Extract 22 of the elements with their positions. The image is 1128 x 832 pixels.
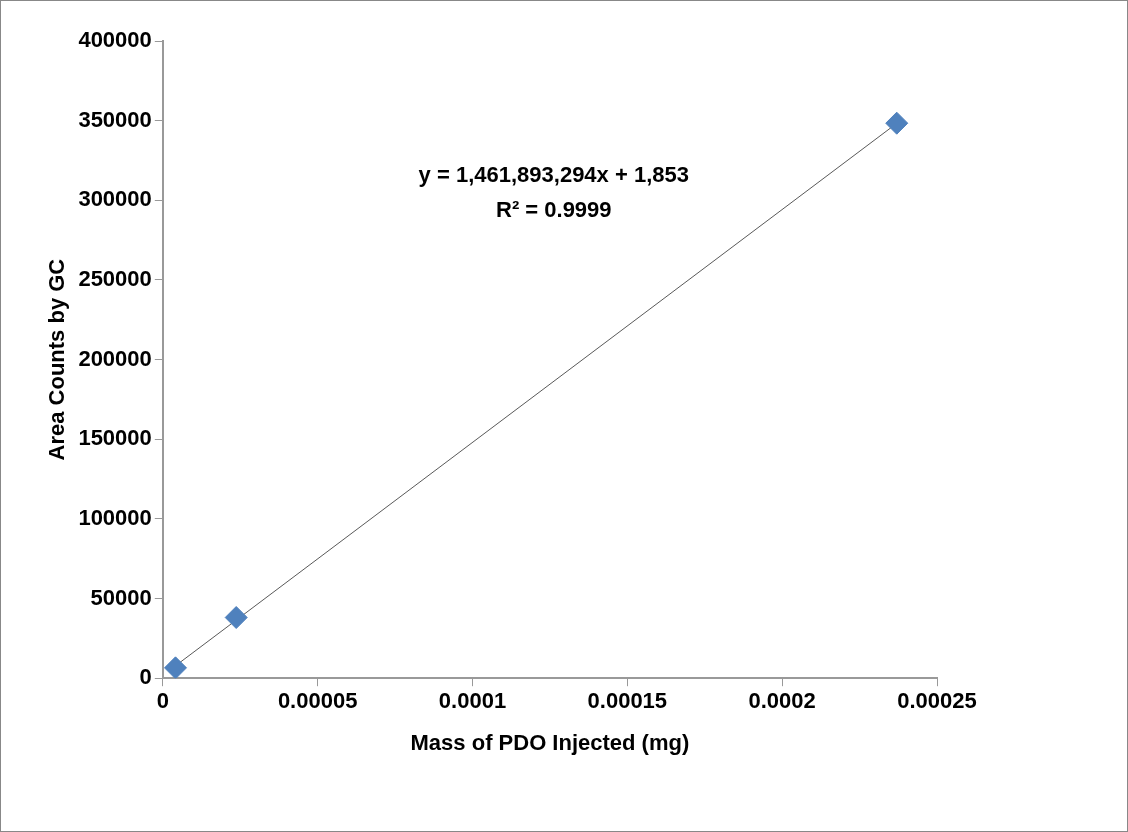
y-tick-label: 250000: [78, 266, 152, 292]
y-tick-label: 100000: [78, 504, 152, 530]
x-tick-label: 0.0001: [438, 688, 507, 714]
y-tick-label: 150000: [78, 425, 152, 451]
point: [164, 656, 188, 679]
y-tick-label: 350000: [78, 106, 152, 132]
x-tick-label: 0.00015: [587, 688, 668, 714]
y-tick-label: 300000: [78, 186, 152, 212]
annotation: y = 1,461,893,294x + 1,853: [418, 162, 689, 188]
x-tick-label: 0.00025: [897, 688, 977, 714]
point: [224, 606, 248, 630]
y-tick-label: 200000: [78, 345, 152, 371]
x-tick-label: 0: [156, 688, 169, 714]
y-tick-label: 400000: [78, 27, 152, 53]
y-axis-title: Area Counts by GC: [44, 258, 70, 461]
x-tick-label: 0.0002: [748, 688, 816, 714]
x-tick-label: 0.00005: [277, 688, 358, 714]
y-tick-label: 0: [139, 664, 152, 690]
y-tick-label: 50000: [90, 584, 152, 610]
x-axis-title: Mass of PDO Injected (mg): [410, 729, 690, 755]
point: [885, 111, 909, 135]
annotation: R² = 0.9999: [495, 197, 612, 223]
